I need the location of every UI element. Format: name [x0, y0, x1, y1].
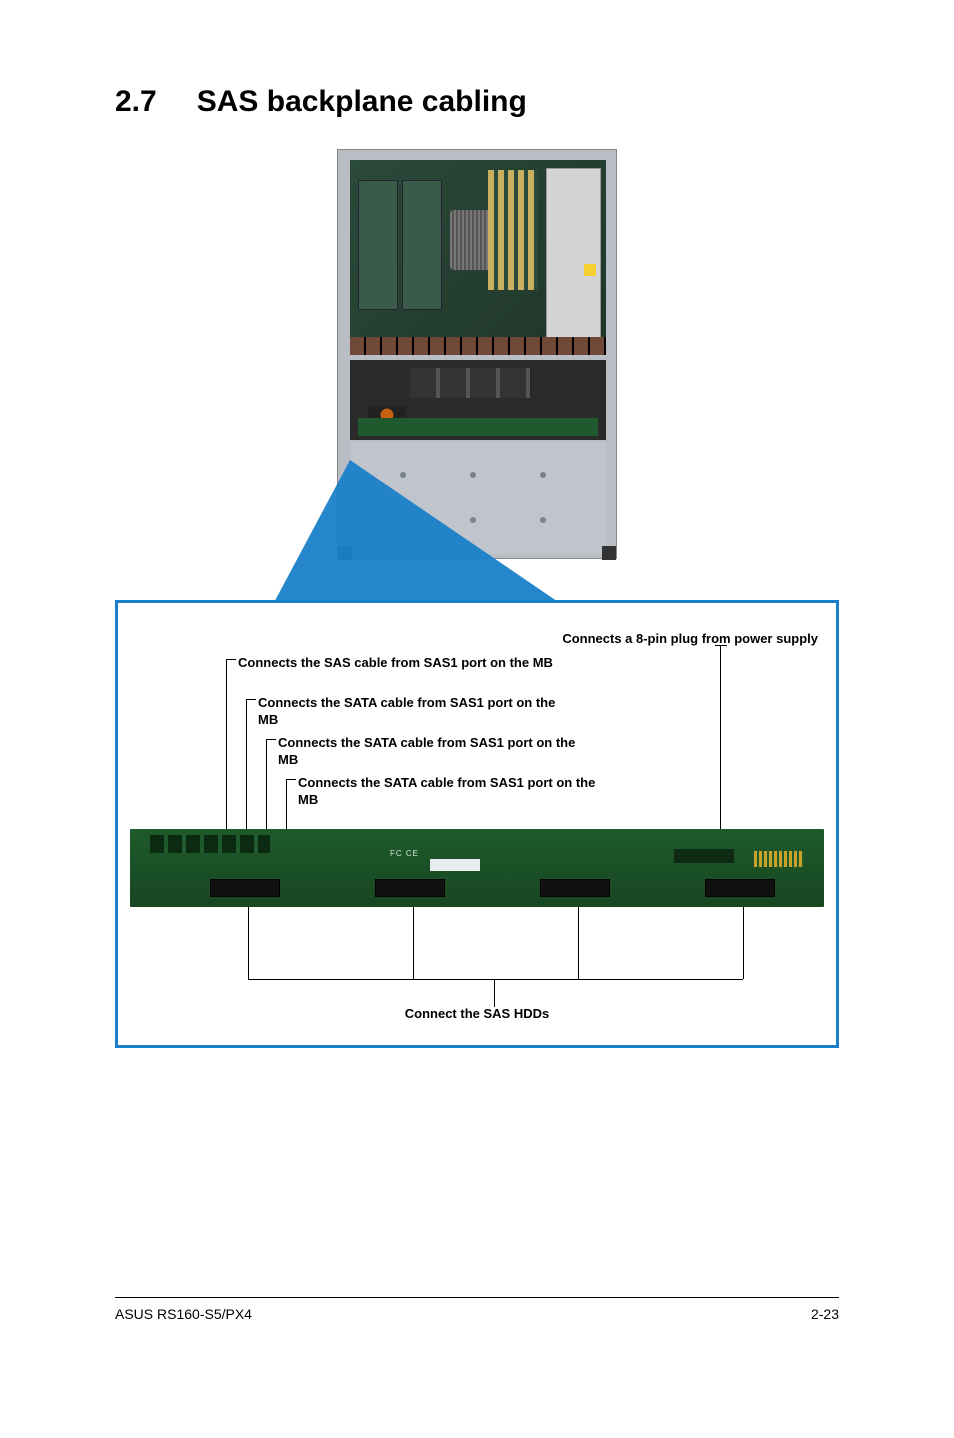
bracket-line: [226, 659, 236, 831]
leader-line: [413, 907, 414, 979]
fc-ce-mark: FC CE: [390, 849, 419, 858]
backplane-pcb: FC CE: [130, 829, 824, 907]
fan-modules: [410, 368, 530, 398]
pcb-sticker: [430, 859, 480, 871]
mid-section: [350, 360, 606, 440]
pcb-chips: [150, 835, 270, 853]
power-supply: [546, 168, 601, 338]
footer-page-number: 2-23: [811, 1306, 839, 1322]
sas-connector: [540, 879, 610, 897]
section-title: SAS backplane cabling: [197, 85, 527, 119]
page-footer: ASUS RS160-S5/PX4 2-23: [115, 1297, 839, 1322]
footer-product: ASUS RS160-S5/PX4: [115, 1306, 252, 1322]
pci-slot: [402, 180, 442, 310]
leader-line: [248, 907, 249, 979]
label-power: Connects a 8-pin plug from power supply: [562, 631, 818, 648]
bracket-line: [246, 699, 256, 831]
leader-line-drop: [494, 979, 495, 1007]
label-sata3: Connects the SATA cable from SAS1 port o…: [298, 775, 618, 809]
leader-line: [743, 907, 744, 979]
bracket-line: [286, 779, 296, 831]
leader-line-power: [720, 645, 721, 831]
sas-connector: [375, 879, 445, 897]
label-sas: Connects the SAS cable from SAS1 port on…: [238, 655, 558, 672]
pci-slot: [358, 180, 398, 310]
dimm-slots: [488, 170, 538, 290]
leader-line: [578, 907, 579, 979]
pcb-label: [674, 849, 734, 863]
section-number: 2.7: [115, 85, 157, 119]
rack-ear-right: [602, 546, 616, 560]
backplane-strip: [358, 418, 598, 436]
leader-line-horizontal: [248, 979, 743, 980]
bracket-line: [266, 739, 276, 831]
section-heading: 2.7 SAS backplane cabling: [115, 85, 839, 119]
callout-triangle: [270, 460, 570, 610]
label-sata2: Connects the SATA cable from SAS1 port o…: [278, 735, 598, 769]
label-hdd: Connect the SAS HDDs: [118, 1006, 836, 1023]
sas-connector: [705, 879, 775, 897]
fan-bar: [350, 337, 606, 355]
backplane-diagram: Connects a 8-pin plug from power supply …: [115, 600, 839, 1048]
motherboard-area: [350, 160, 606, 355]
gold-fingers: [754, 851, 804, 867]
label-sata1: Connects the SATA cable from SAS1 port o…: [258, 695, 578, 729]
sas-connector: [210, 879, 280, 897]
